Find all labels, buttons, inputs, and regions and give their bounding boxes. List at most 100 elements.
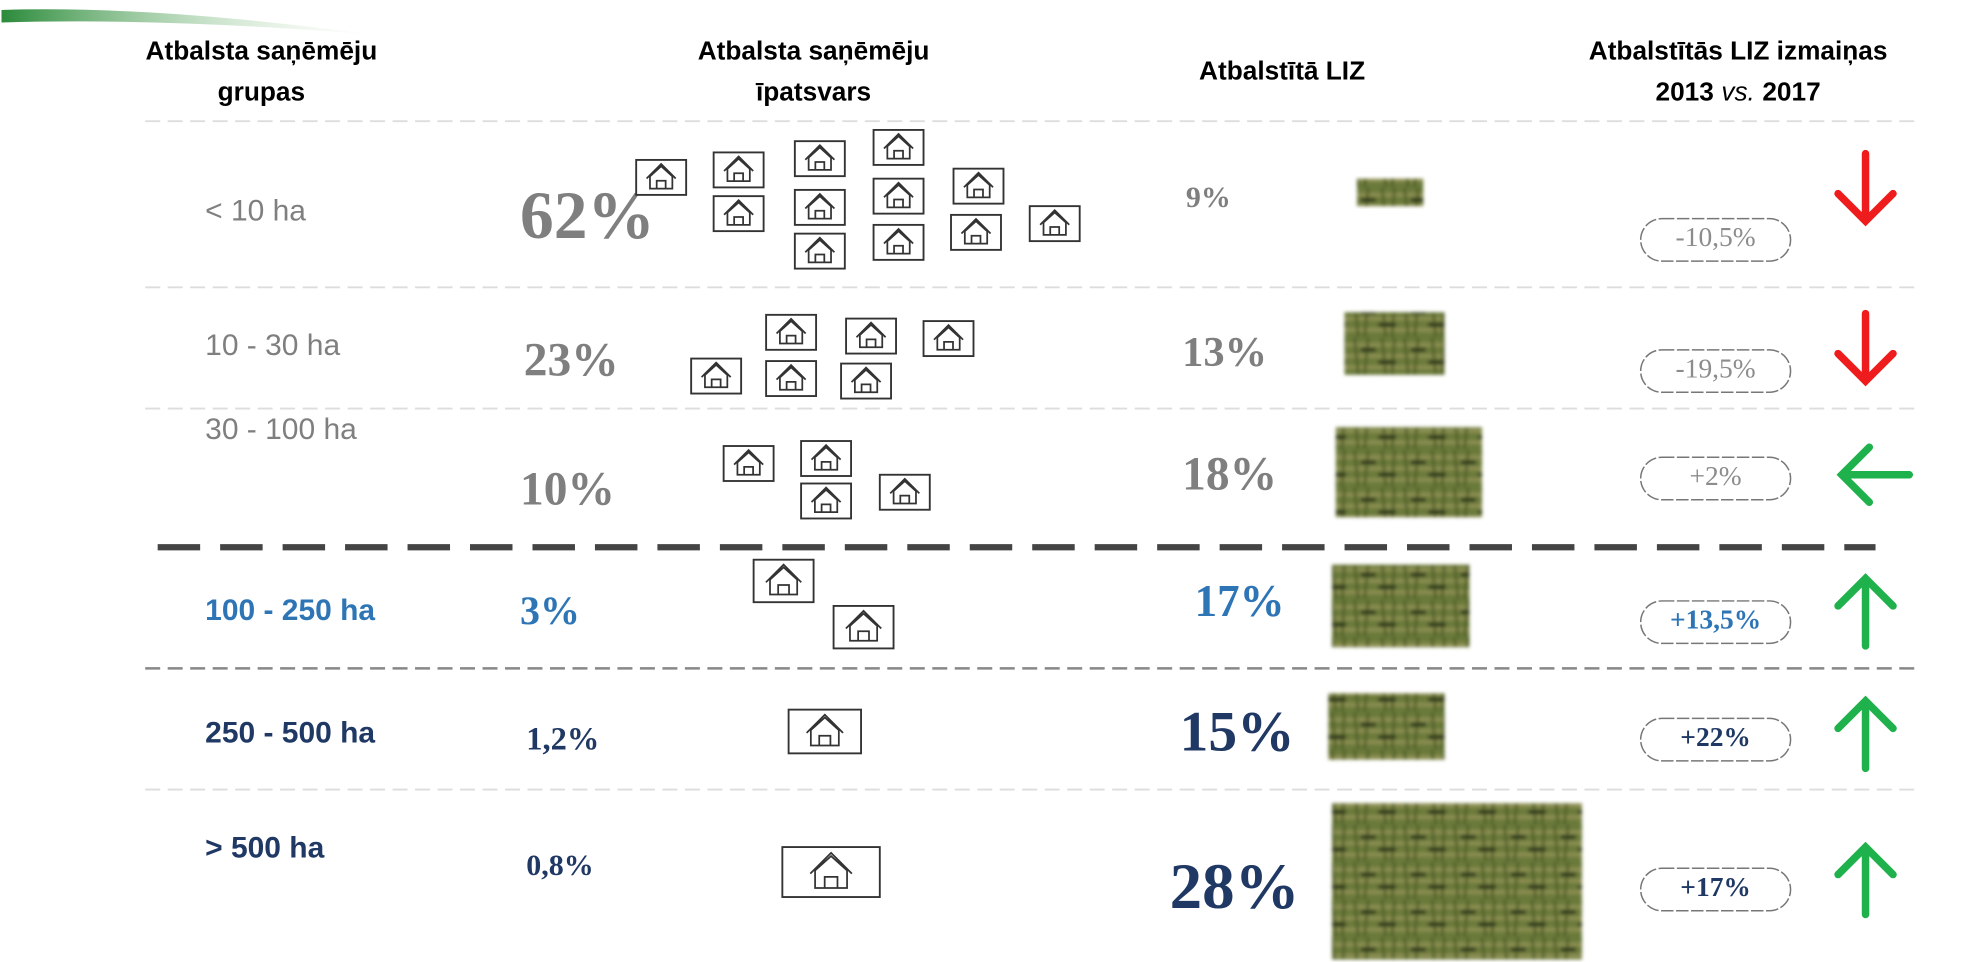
- area-image: [1357, 178, 1424, 207]
- change-value: +17%: [1680, 872, 1751, 902]
- change-cloud: [1639, 600, 1792, 645]
- change-value: +22%: [1680, 722, 1751, 752]
- share-value: 1,2%: [526, 722, 599, 758]
- house-icon: [1028, 205, 1081, 243]
- house-shape: [845, 609, 882, 642]
- header-label: Atbalsta saņēmēju: [146, 35, 378, 65]
- house-shape: [775, 317, 807, 345]
- header-part: 2017: [1762, 77, 1820, 107]
- house-icon: [800, 440, 853, 477]
- house-icon: [872, 223, 925, 261]
- change-cloud: [1639, 217, 1792, 262]
- group-label: 250 - 500 ha: [205, 717, 375, 750]
- house-shape: [765, 563, 802, 596]
- house-icon: [952, 167, 1005, 205]
- header-part: vs.: [1721, 77, 1755, 107]
- trend-arrow: [1834, 573, 1897, 650]
- area-value: 18%: [1182, 448, 1277, 500]
- share-value: 0,8%: [526, 849, 593, 882]
- group-label: < 10 ha: [205, 194, 306, 227]
- house-frame: [752, 558, 815, 604]
- change-value: +13,5%: [1670, 604, 1761, 634]
- house-shape: [963, 171, 994, 199]
- header-label: Atbalstītās LIZ izmaiņas: [1589, 35, 1888, 65]
- house-frame: [787, 708, 862, 755]
- house-shape: [804, 236, 836, 264]
- house-shape: [806, 713, 844, 747]
- house-icon: [781, 846, 881, 898]
- header: Atbalsta saņēmēju grupas Atbalsta saņēmēju…: [146, 35, 1888, 106]
- group-label: > 500 ha: [205, 831, 324, 864]
- trend-arrow: [1836, 443, 1914, 506]
- area-image: [1335, 427, 1482, 518]
- house-icon: [712, 195, 765, 233]
- house-shape: [723, 155, 754, 182]
- area-image: [1332, 564, 1470, 648]
- header-years: 2013 vs. 2017: [1656, 77, 1821, 107]
- house-icon: [872, 128, 925, 166]
- share-value: 62%: [520, 178, 655, 253]
- area-image: [1344, 312, 1445, 375]
- house-icon: [793, 188, 846, 226]
- house-frame: [832, 604, 895, 650]
- house-shape: [645, 162, 677, 190]
- house-shape: [804, 192, 836, 220]
- house-shape: [723, 198, 754, 226]
- house-shape: [733, 448, 764, 476]
- header-label: grupas: [218, 77, 305, 107]
- change-value: +2%: [1690, 461, 1742, 491]
- house-icon: [845, 317, 897, 355]
- area-value: 28%: [1170, 851, 1300, 923]
- house-shape: [804, 143, 836, 171]
- header-part: 2013: [1656, 77, 1714, 107]
- house-icon: [922, 320, 975, 358]
- share-value: 3%: [520, 588, 580, 633]
- group-label: 100 - 250 ha: [205, 594, 375, 627]
- house-icon: [635, 158, 688, 196]
- house-icon: [722, 445, 775, 482]
- house-shape: [883, 181, 914, 209]
- change-value: -10,5%: [1676, 222, 1756, 252]
- house-shape: [883, 132, 914, 160]
- house-icon: [787, 708, 862, 755]
- trend-arrow: [1834, 841, 1897, 919]
- house-shape: [809, 851, 853, 889]
- house-shape: [810, 486, 842, 514]
- house-icon: [832, 604, 895, 650]
- change-cloud: [1639, 456, 1792, 501]
- area-value: 17%: [1195, 576, 1285, 626]
- share-value: 10%: [520, 463, 615, 515]
- share-value: 23%: [524, 335, 619, 387]
- trend-arrow: [1834, 695, 1897, 773]
- change-value: -19,5%: [1676, 353, 1756, 383]
- area-value: 13%: [1182, 329, 1267, 376]
- group-label: 10 - 30 ha: [205, 329, 340, 362]
- house-icon: [878, 473, 931, 511]
- house-icon: [765, 313, 818, 351]
- group-label: 30 - 100 ha: [205, 413, 357, 446]
- house-icon: [800, 482, 853, 520]
- trend-arrow: [1834, 149, 1897, 227]
- header-label: Atbalsta saņēmēju: [698, 35, 930, 65]
- header-label: īpatsvars: [755, 77, 871, 107]
- table: < 10 ha 62% 9% -10,5% 10 - 30 ha 23% 13% -19,5%…: [145, 120, 1920, 960]
- area-value: 15%: [1180, 700, 1295, 763]
- area-value: 9%: [1186, 181, 1231, 214]
- house-icon: [793, 232, 846, 270]
- house-shape: [933, 323, 964, 351]
- change-cloud: [1639, 349, 1792, 394]
- house-shape: [810, 443, 842, 471]
- house-shape: [960, 217, 992, 245]
- house-shape: [850, 366, 882, 394]
- decor-swoosh: [1, 9, 377, 35]
- area-image: [1332, 803, 1582, 960]
- area-image: [1328, 693, 1445, 760]
- change-cloud: [1639, 717, 1792, 762]
- trend-arrow: [1834, 309, 1897, 387]
- house-icon: [690, 357, 743, 395]
- house-shape: [855, 321, 887, 349]
- house-shape: [889, 477, 920, 505]
- house-shape: [883, 227, 914, 255]
- house-icon: [765, 360, 818, 397]
